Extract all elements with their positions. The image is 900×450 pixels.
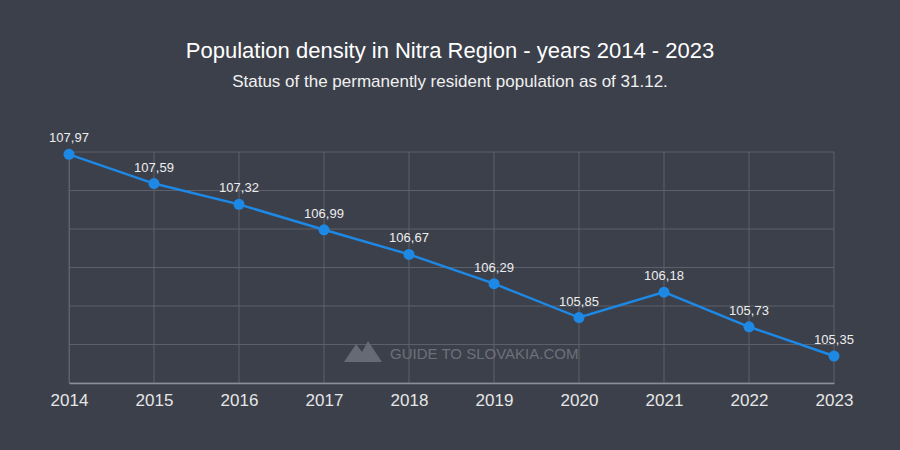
marker bbox=[659, 287, 670, 298]
x-tick: 2022 bbox=[731, 383, 769, 410]
marks bbox=[64, 149, 840, 362]
grid-line-y bbox=[69, 152, 834, 153]
watermark-text: GUIDE TO SLOVAKIA.COM bbox=[390, 345, 578, 362]
data-label: 107,97 bbox=[49, 130, 89, 145]
data-label: 107,32 bbox=[219, 180, 259, 195]
data-label: 106,99 bbox=[304, 206, 344, 221]
x-tick-label: 2014 bbox=[51, 391, 89, 410]
grid-line-x bbox=[579, 152, 580, 383]
marker bbox=[234, 199, 245, 210]
x-tick-label: 2023 bbox=[816, 391, 854, 410]
x-tick: 2018 bbox=[391, 383, 429, 410]
watermark-icon bbox=[344, 341, 382, 362]
x-tick-label: 2015 bbox=[136, 391, 174, 410]
x-tick-label: 2016 bbox=[221, 391, 259, 410]
x-tick: 2015 bbox=[136, 383, 174, 410]
x-tick: 2023 bbox=[816, 383, 854, 410]
marker bbox=[574, 312, 585, 323]
x-tick-label: 2020 bbox=[561, 391, 599, 410]
x-tick: 2019 bbox=[476, 383, 514, 410]
grid-line-y bbox=[69, 306, 834, 307]
y-axis-line bbox=[69, 153, 70, 384]
background bbox=[0, 0, 900, 450]
grid-line-x bbox=[324, 152, 325, 383]
marker bbox=[149, 178, 160, 189]
grid-line-x bbox=[69, 152, 70, 383]
x-tick-label: 2022 bbox=[731, 391, 769, 410]
x-tick: 2021 bbox=[646, 383, 684, 410]
x-tick-label: 2019 bbox=[476, 391, 514, 410]
x-tick: 2020 bbox=[561, 383, 599, 410]
data-label: 105,35 bbox=[814, 332, 854, 347]
marker bbox=[489, 278, 500, 289]
data-label: 105,85 bbox=[559, 294, 599, 309]
data-label: 106,18 bbox=[644, 268, 684, 283]
title: Population density in Nitra Region - yea… bbox=[186, 38, 714, 63]
marker bbox=[319, 224, 330, 235]
y-axis bbox=[69, 153, 71, 384]
grid bbox=[69, 152, 834, 383]
grid-line-y bbox=[69, 229, 834, 230]
marker bbox=[744, 321, 755, 332]
data-label: 105,73 bbox=[729, 303, 769, 318]
x-tick: 2016 bbox=[221, 383, 259, 410]
data-label: 106,67 bbox=[389, 230, 429, 245]
x-tick-label: 2018 bbox=[391, 391, 429, 410]
x-axis-line bbox=[70, 383, 835, 385]
x-tick: 2017 bbox=[306, 383, 344, 410]
data-labels: 107,97 107,59 107,32 106,99 106,67 106,29 105,… bbox=[49, 130, 854, 347]
x-tick-label: 2017 bbox=[306, 391, 344, 410]
watermark: GUIDE TO SLOVAKIA.COM bbox=[344, 341, 578, 362]
marker bbox=[404, 249, 415, 260]
x-tick-label: 2021 bbox=[646, 391, 684, 410]
data-label: 106,29 bbox=[474, 260, 514, 275]
grid-line-x bbox=[834, 152, 835, 383]
data-label: 107,59 bbox=[134, 160, 174, 175]
x-axis: 2014 2015 2016 2017 2018 2019 2020 2021 2022 2023 bbox=[51, 383, 854, 410]
x-tick: 2014 bbox=[51, 383, 89, 410]
grid-line-y bbox=[69, 383, 834, 384]
subtitle: Status of the permanently resident popul… bbox=[232, 72, 668, 91]
marker bbox=[64, 149, 75, 160]
marker bbox=[829, 351, 840, 362]
grid-line-x bbox=[749, 152, 750, 383]
line bbox=[69, 154, 834, 356]
